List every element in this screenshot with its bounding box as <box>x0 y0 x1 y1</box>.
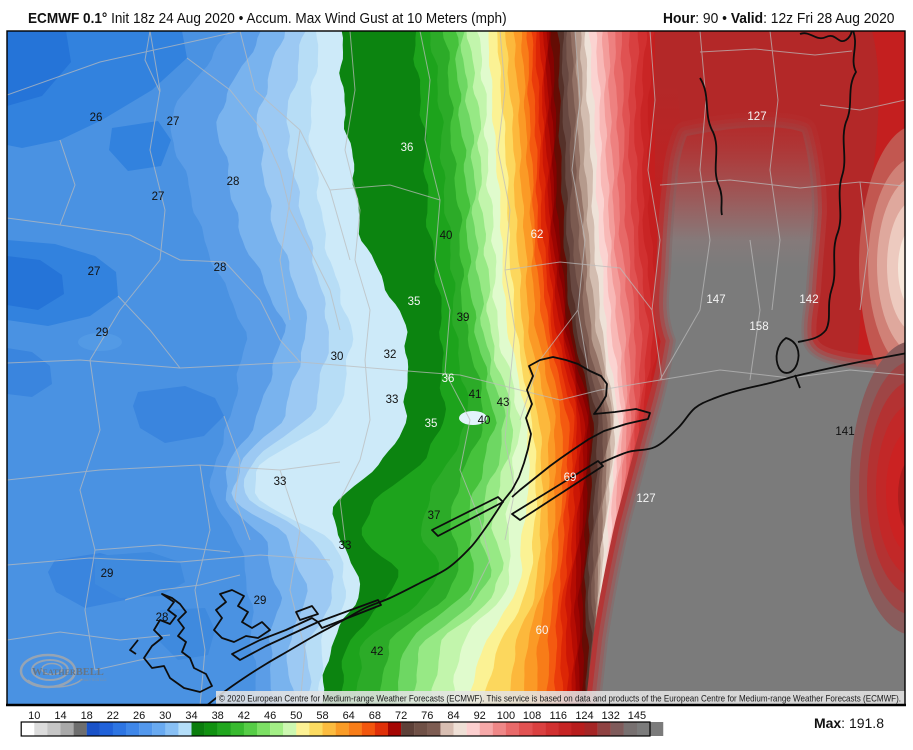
svg-text:40: 40 <box>440 230 453 242</box>
svg-text:27: 27 <box>152 191 165 203</box>
svg-text:30: 30 <box>331 351 344 363</box>
svg-text:42: 42 <box>371 646 384 658</box>
svg-text:127: 127 <box>636 493 655 505</box>
svg-text:72: 72 <box>395 710 407 722</box>
svg-text:32: 32 <box>384 349 397 361</box>
svg-text:30: 30 <box>159 710 171 722</box>
svg-text:26: 26 <box>133 710 145 722</box>
svg-text:76: 76 <box>421 710 433 722</box>
svg-text:Max: 191.8: Max: 191.8 <box>814 715 884 731</box>
svg-text:50: 50 <box>290 710 302 722</box>
svg-text:37: 37 <box>428 510 441 522</box>
svg-text:142: 142 <box>799 294 818 306</box>
svg-text:14: 14 <box>54 710 66 722</box>
svg-text:100: 100 <box>497 710 515 722</box>
svg-text:29: 29 <box>254 595 267 607</box>
svg-text:33: 33 <box>274 476 287 488</box>
svg-text:145: 145 <box>628 710 646 722</box>
svg-text:10: 10 <box>28 710 40 722</box>
svg-text:29: 29 <box>96 327 109 339</box>
svg-text:147: 147 <box>706 294 725 306</box>
svg-text:29: 29 <box>101 568 114 580</box>
svg-text:34: 34 <box>185 710 197 722</box>
svg-text:27: 27 <box>88 266 101 278</box>
svg-text:69: 69 <box>564 472 577 484</box>
svg-text:41: 41 <box>469 389 482 401</box>
svg-text:46: 46 <box>264 710 276 722</box>
svg-text:ANALYTICS LLC: ANALYTICS LLC <box>80 678 107 682</box>
svg-text:39: 39 <box>457 312 470 324</box>
svg-text:27: 27 <box>167 116 180 128</box>
svg-text:132: 132 <box>602 710 620 722</box>
svg-text:68: 68 <box>369 710 381 722</box>
svg-text:58: 58 <box>316 710 328 722</box>
svg-text:43: 43 <box>497 397 510 409</box>
svg-text:33: 33 <box>386 394 399 406</box>
svg-text:84: 84 <box>447 710 459 722</box>
svg-text:WEATHERBELL: WEATHERBELL <box>32 667 104 678</box>
svg-text:36: 36 <box>442 373 455 385</box>
svg-text:40: 40 <box>478 415 491 427</box>
svg-text:60: 60 <box>536 625 549 637</box>
svg-text:28: 28 <box>156 612 169 624</box>
svg-text:127: 127 <box>747 111 766 123</box>
svg-text:108: 108 <box>523 710 541 722</box>
svg-text:116: 116 <box>550 710 568 722</box>
svg-text:© 2020 European Centre for Med: © 2020 European Centre for Medium-range … <box>219 694 901 704</box>
svg-text:36: 36 <box>401 142 414 154</box>
svg-text:42: 42 <box>238 710 250 722</box>
svg-text:141: 141 <box>835 426 854 438</box>
svg-text:62: 62 <box>531 229 544 241</box>
svg-text:35: 35 <box>408 296 421 308</box>
svg-text:26: 26 <box>90 112 103 124</box>
svg-text:64: 64 <box>343 710 355 722</box>
svg-text:35: 35 <box>425 418 438 430</box>
svg-text:22: 22 <box>107 710 119 722</box>
svg-text:33: 33 <box>339 540 352 552</box>
svg-text:158: 158 <box>749 321 768 333</box>
svg-text:28: 28 <box>227 176 240 188</box>
svg-text:18: 18 <box>81 710 93 722</box>
svg-text:28: 28 <box>214 262 227 274</box>
svg-text:124: 124 <box>575 710 593 722</box>
svg-text:38: 38 <box>212 710 224 722</box>
svg-text:92: 92 <box>474 710 486 722</box>
